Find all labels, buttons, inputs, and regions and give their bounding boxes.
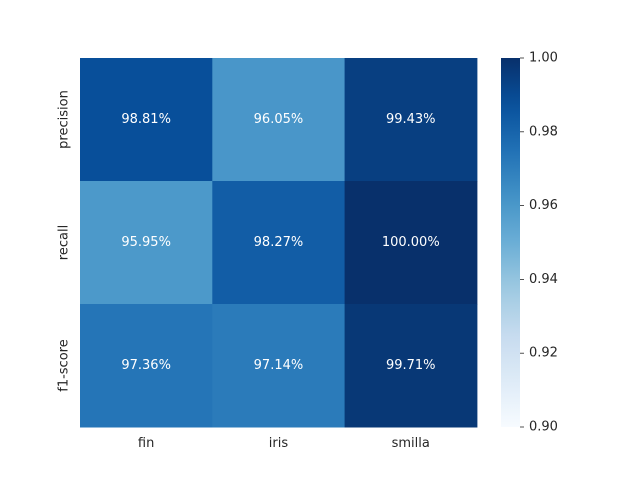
y-axis-tick-labels: precision recall f1-score — [57, 90, 72, 392]
cell-label-precision-smilla: 99.43% — [386, 112, 436, 127]
colorbar — [501, 58, 520, 427]
colorbar-tick-label: 1.00 — [529, 51, 558, 66]
colorbar-tick-label: 0.92 — [529, 346, 558, 361]
colorbar-ticks: 0.90 0.92 0.94 0.96 0.98 1.00 — [520, 51, 558, 435]
cell-label-recall-fin: 95.95% — [121, 235, 171, 250]
y-tick-label-f1-score: f1-score — [57, 339, 72, 391]
heatmap-cell-f1-score-iris — [212, 304, 346, 428]
y-tick-label-recall: recall — [57, 225, 72, 260]
heatmap-cell-precision-iris — [212, 58, 346, 182]
cell-label-precision-fin: 98.81% — [121, 112, 171, 127]
heatmap-cell-f1-score-fin — [80, 304, 213, 428]
heatmap-cell-f1-score-smilla — [344, 304, 478, 428]
x-tick-label-smilla: smilla — [392, 436, 430, 451]
heatmap-cells — [80, 58, 478, 428]
heatmap-cell-recall-fin — [80, 181, 213, 305]
cell-label-f1-score-fin: 97.36% — [121, 358, 171, 373]
heatmap-cell-recall-iris — [212, 181, 346, 305]
colorbar-tick-label: 0.94 — [529, 272, 558, 287]
cell-label-recall-smilla: 100.00% — [382, 235, 440, 250]
x-tick-label-iris: iris — [269, 436, 289, 451]
heatmap-cell-precision-fin — [80, 58, 213, 182]
x-axis-tick-labels: fin iris smilla — [138, 436, 430, 451]
cell-label-f1-score-iris: 97.14% — [254, 358, 304, 373]
cell-label-precision-iris: 96.05% — [254, 112, 304, 127]
y-tick-label-precision: precision — [57, 90, 72, 149]
heatmap-cell-recall-smilla — [344, 181, 478, 305]
cell-label-recall-iris: 98.27% — [254, 235, 304, 250]
x-tick-label-fin: fin — [138, 436, 154, 451]
colorbar-tick-label: 0.96 — [529, 198, 558, 213]
colorbar-tick-label: 0.98 — [529, 124, 558, 139]
heatmap-cell-labels: 98.81% 96.05% 99.43% 95.95% 98.27% 100.00% 97.… — [121, 112, 439, 373]
heatmap-cell-precision-smilla — [344, 58, 478, 182]
cell-label-f1-score-smilla: 99.71% — [386, 358, 436, 373]
colorbar-tick-label: 0.90 — [529, 420, 558, 435]
